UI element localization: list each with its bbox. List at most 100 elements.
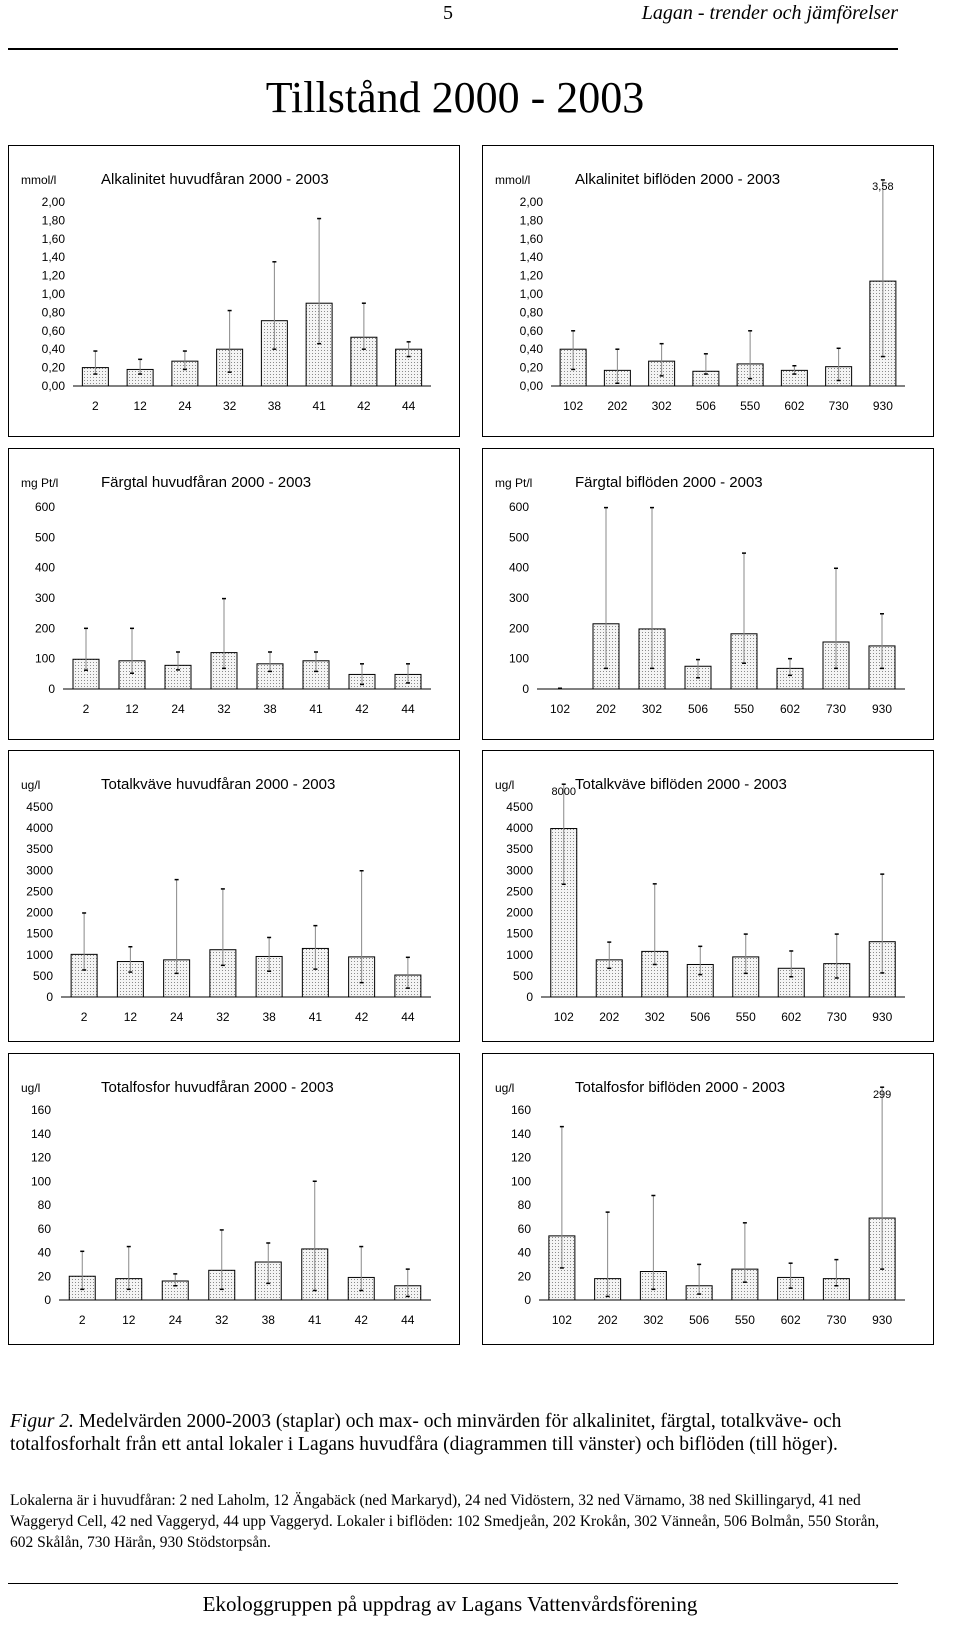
chart-title: Totalfosfor biflöden 2000 - 2003	[575, 1079, 785, 1096]
y-tick-label: 100	[35, 652, 55, 666]
figure-caption-text: Medelvärden 2000-2003 (staplar) och max-…	[10, 1411, 842, 1455]
y-tick-label: 400	[35, 561, 55, 575]
chart-svg: mg Pt/l Färgtal huvudfåran 2000 - 2003 600…	[21, 474, 431, 716]
y-axis-unit-label: ug/l	[495, 1081, 514, 1095]
x-tick-label: 32	[215, 1313, 229, 1327]
y-axis-unit-label: mg Pt/l	[495, 476, 532, 490]
footer-rule	[8, 1583, 898, 1584]
y-tick-label: 0,60	[42, 324, 66, 338]
y-tick-label: 1500	[26, 927, 53, 941]
y-tick-label: 300	[509, 591, 529, 605]
y-axis-unit-label: ug/l	[21, 778, 40, 792]
x-tick-label: 24	[170, 1010, 184, 1024]
x-tick-label: 202	[607, 399, 627, 413]
y-tick-label: 600	[35, 500, 55, 514]
max-value-callout: 3,58	[872, 181, 893, 193]
y-tick-label: 200	[35, 621, 55, 635]
x-tick-label: 602	[780, 702, 800, 716]
y-tick-label: 0,00	[42, 379, 66, 393]
x-tick-label: 506	[696, 399, 716, 413]
data-bar	[731, 1268, 759, 1301]
x-tick-label: 550	[736, 1010, 756, 1024]
x-tick-label: 24	[169, 1313, 183, 1327]
y-tick-label: 140	[511, 1127, 531, 1141]
x-tick-label: 2	[92, 399, 99, 413]
x-tick-label: 32	[216, 1010, 230, 1024]
x-tick-label: 302	[642, 702, 662, 716]
x-tick-label: 102	[550, 702, 570, 716]
y-tick-label: 80	[518, 1198, 532, 1212]
chart-title: Alkalinitet huvudfåran 2000 - 2003	[101, 171, 329, 188]
y-tick-label: 0,60	[520, 324, 544, 338]
x-tick-label: 930	[872, 1010, 892, 1024]
y-tick-label: 100	[511, 1174, 531, 1188]
x-tick-label: 12	[124, 1010, 138, 1024]
y-tick-label: 200	[509, 621, 529, 635]
x-tick-label: 102	[554, 1010, 574, 1024]
chart-svg: mg Pt/l Färgtal biflöden 2000 - 2003 600 50…	[495, 474, 905, 716]
x-tick-label: 42	[355, 1010, 369, 1024]
chart-svg: mmol/l Alkalinitet biflöden 2000 - 2003 2,…	[495, 171, 905, 413]
y-tick-label: 3500	[26, 842, 53, 856]
x-tick-label: 602	[781, 1313, 801, 1327]
x-tick-label: 302	[652, 399, 672, 413]
page-header: 5 Lagan - trender och jämförelser	[0, 0, 960, 52]
y-tick-label: 2,00	[520, 195, 544, 209]
x-tick-label: 930	[872, 1313, 892, 1327]
x-tick-label: 730	[826, 1313, 846, 1327]
y-axis-unit-label: mmol/l	[21, 173, 56, 187]
y-tick-label: 4000	[506, 821, 533, 835]
y-tick-label: 100	[509, 652, 529, 666]
x-tick-label: 41	[309, 1010, 323, 1024]
y-tick-label: 400	[509, 561, 529, 575]
y-tick-label: 3000	[26, 863, 53, 877]
y-tick-label: 500	[513, 969, 533, 983]
x-tick-label: 202	[596, 702, 616, 716]
y-tick-label: 0,40	[520, 342, 544, 356]
x-tick-label: 12	[122, 1313, 136, 1327]
y-tick-label: 3000	[506, 863, 533, 877]
y-tick-label: 2500	[26, 884, 53, 898]
figure-caption: Figur 2. Medelvärden 2000-2003 (staplar)…	[10, 1410, 890, 1456]
x-tick-label: 32	[223, 399, 237, 413]
max-value-callout: 8000	[552, 786, 576, 798]
y-tick-label: 2500	[506, 884, 533, 898]
y-tick-label: 0	[46, 990, 53, 1004]
x-tick-label: 202	[599, 1010, 619, 1024]
chart-panel-colour-tributaries: mg Pt/l Färgtal biflöden 2000 - 2003 600 50…	[482, 448, 934, 740]
y-tick-label: 80	[38, 1198, 52, 1212]
y-tick-label: 1000	[506, 948, 533, 962]
chart-svg: ug/l Totalkväve biflöden 2000 - 2003 4500 4…	[495, 776, 905, 1024]
y-tick-label: 60	[38, 1222, 52, 1236]
x-tick-label: 42	[357, 399, 371, 413]
y-tick-label: 0	[48, 682, 55, 696]
header-rule	[8, 48, 898, 50]
y-tick-label: 3500	[506, 842, 533, 856]
chart-svg: ug/l Totalkväve huvudfåran 2000 - 2003 450…	[21, 776, 431, 1024]
chart-panel-phosphorus-tributaries: ug/l Totalfosfor biflöden 2000 - 2003 160 1…	[482, 1053, 934, 1345]
y-tick-label: 1,80	[42, 213, 66, 227]
x-tick-label: 38	[262, 1313, 276, 1327]
y-tick-label: 160	[511, 1103, 531, 1117]
x-tick-label: 550	[734, 702, 754, 716]
chart-svg: mmol/l Alkalinitet huvudfåran 2000 - 2003…	[21, 171, 431, 413]
location-list: Lokalerna är i huvudfåran: 2 ned Laholm,…	[10, 1492, 880, 1551]
max-value-callout: 299	[873, 1089, 891, 1101]
chart-title: Färgtal huvudfåran 2000 - 2003	[101, 474, 311, 491]
chart-panel-nitrogen-main: ug/l Totalkväve huvudfåran 2000 - 2003 450…	[8, 750, 460, 1042]
y-tick-label: 0,80	[520, 305, 544, 319]
x-tick-label: 730	[829, 399, 849, 413]
chart-svg: ug/l Totalfosfor huvudfåran 2000 - 2003 16…	[21, 1079, 431, 1327]
y-tick-label: 160	[31, 1103, 51, 1117]
x-tick-label: 12	[133, 399, 147, 413]
x-tick-label: 42	[355, 1313, 369, 1327]
y-axis-unit-label: ug/l	[495, 778, 514, 792]
x-tick-label: 2	[79, 1313, 86, 1327]
y-axis-unit-label: mg Pt/l	[21, 476, 58, 490]
x-tick-label: 44	[401, 1010, 415, 1024]
x-tick-label: 930	[873, 399, 893, 413]
x-tick-label: 602	[784, 399, 804, 413]
y-tick-label: 0,00	[520, 379, 544, 393]
y-tick-label: 2000	[506, 906, 533, 920]
y-tick-label: 60	[518, 1222, 532, 1236]
